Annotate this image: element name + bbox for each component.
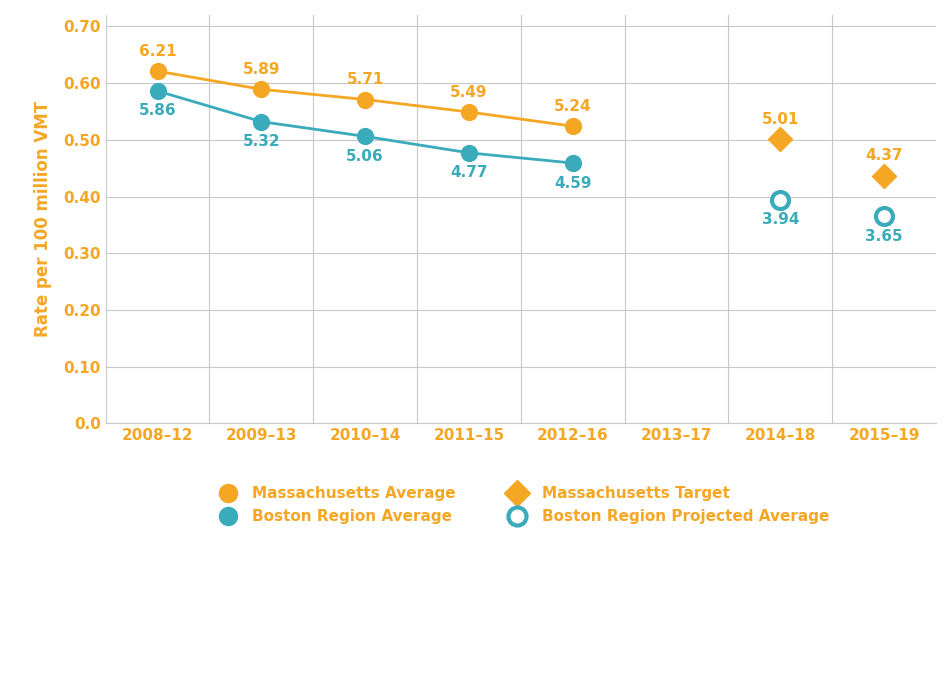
Point	[773, 134, 788, 145]
Point	[150, 66, 165, 77]
Text: 4.59: 4.59	[554, 176, 592, 191]
Text: 5.01: 5.01	[762, 112, 799, 127]
Point	[877, 170, 892, 181]
Text: 5.86: 5.86	[139, 103, 176, 119]
Point	[358, 94, 373, 105]
Text: 4.37: 4.37	[865, 148, 902, 163]
Text: 3.65: 3.65	[865, 229, 902, 244]
Text: 5.24: 5.24	[553, 98, 592, 113]
Text: 6.21: 6.21	[139, 43, 176, 58]
Point	[565, 121, 580, 132]
Text: 5.06: 5.06	[346, 149, 384, 164]
Point	[254, 116, 269, 127]
Point	[461, 147, 476, 158]
Point	[150, 86, 165, 96]
Point	[773, 194, 788, 205]
Text: 5.32: 5.32	[243, 134, 281, 149]
Point	[565, 158, 580, 168]
Point	[461, 107, 476, 117]
Legend: Massachusetts Average, Boston Region Average, Massachusetts Target, Boston Regio: Massachusetts Average, Boston Region Ave…	[206, 480, 835, 530]
Text: 5.89: 5.89	[243, 62, 280, 77]
Text: 4.77: 4.77	[450, 165, 488, 181]
Point	[877, 211, 892, 222]
Text: 5.71: 5.71	[346, 72, 384, 87]
Text: 3.94: 3.94	[762, 213, 799, 227]
Point	[254, 84, 269, 95]
Y-axis label: Rate per 100 million VMT: Rate per 100 million VMT	[34, 101, 52, 337]
Text: 5.49: 5.49	[450, 84, 488, 100]
Point	[358, 131, 373, 142]
